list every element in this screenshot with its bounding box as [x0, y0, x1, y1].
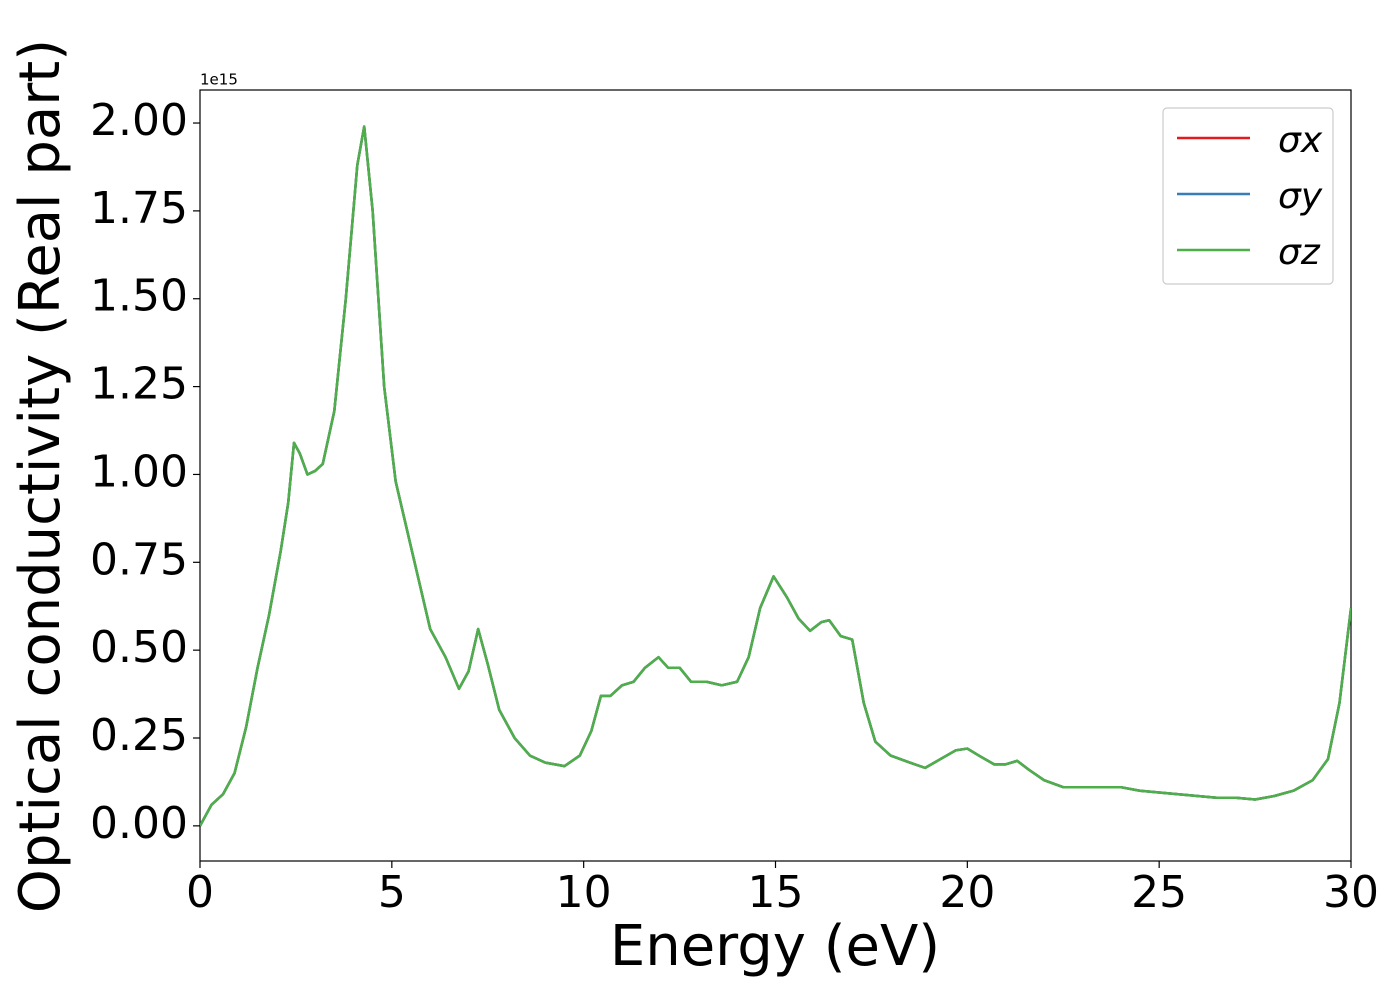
x-tick-label: 10 [556, 867, 612, 918]
x-tick-label: 30 [1323, 867, 1379, 918]
legend-label: σx [1278, 120, 1323, 161]
y-tick-label: 1.50 [90, 271, 188, 322]
x-tick-label: 20 [939, 867, 995, 918]
y-tick-label: 1.75 [90, 183, 188, 234]
series-line [200, 125, 1351, 827]
legend-label: σz [1278, 232, 1321, 273]
y-tick-label: 0.75 [90, 534, 188, 585]
y-tick-label: 1.25 [90, 359, 188, 410]
legend-box [1162, 107, 1334, 285]
x-axis-label: Energy (eV) [610, 914, 940, 979]
y-offset-label: 1e15 [200, 71, 238, 89]
x-tick-label: 25 [1131, 867, 1187, 918]
y-tick-label: 0.00 [90, 798, 188, 849]
legend-label: σy [1278, 176, 1323, 217]
y-tick-label: 1.00 [90, 446, 188, 497]
y-tick-label: 0.25 [90, 710, 188, 761]
x-tick-label: 15 [748, 867, 804, 918]
x-tick-label: 0 [186, 867, 214, 918]
y-tick-label: 2.00 [90, 95, 188, 146]
x-tick-label: 5 [378, 867, 406, 918]
y-tick-label: 0.50 [90, 622, 188, 673]
y-axis-label: Optical conductivity (Real part) [8, 39, 73, 913]
